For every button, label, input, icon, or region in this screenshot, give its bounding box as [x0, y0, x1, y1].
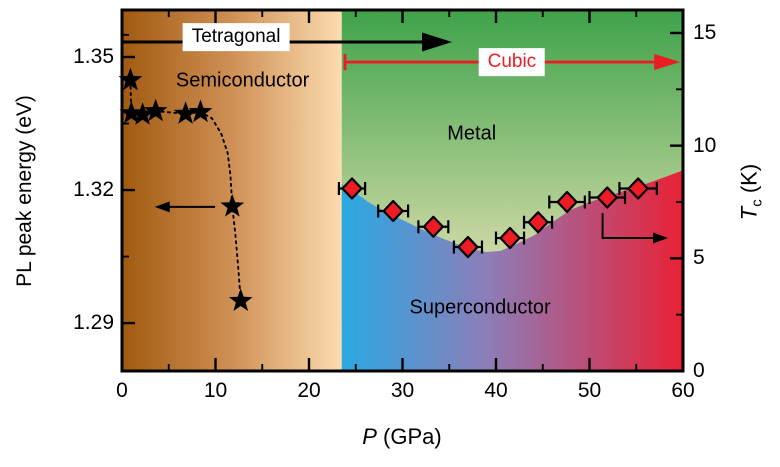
phase-regions [122, 10, 683, 371]
tc-diamond-marker [556, 190, 578, 214]
x-tick-label: 50 [577, 379, 602, 402]
pl-star-marker [130, 102, 155, 125]
right-axis-tick-label: 15 [693, 20, 717, 44]
pl-star-marker [118, 67, 143, 91]
left-axis-title: PL peak energy (eV) [13, 95, 36, 287]
tc-series [337, 177, 658, 259]
tc-diamond-marker [596, 186, 618, 209]
pl-peak-energy-series [118, 67, 253, 311]
left-axis-tick-label: 1.29 [73, 311, 114, 335]
x-tick-label: 20 [297, 379, 321, 402]
pl-star-marker [228, 288, 253, 311]
pl-star-marker [188, 99, 213, 123]
right-axis-variable: T [736, 206, 762, 221]
x-tick-label: 0 [116, 379, 128, 402]
tc-diamond-marker [527, 211, 549, 234]
tc-diamond-marker [627, 177, 649, 200]
x-tick-label: 60 [671, 379, 695, 402]
tc-diamond-marker [341, 177, 363, 200]
pl-star-marker [220, 194, 245, 217]
x-tick-label: 30 [390, 379, 415, 402]
left-axis-tick-label: 1.32 [73, 178, 114, 202]
right-axis-unit: (K) [736, 163, 762, 200]
tetragonal-phase-label: Tetragonal [182, 22, 290, 51]
x-tick-label: 40 [484, 379, 508, 402]
cubic-phase-label: Cubic [478, 48, 546, 76]
right-axis-tick-label: 10 [693, 133, 717, 157]
pl-star-marker [173, 101, 198, 124]
right-axis-tick-label: 5 [693, 246, 705, 270]
right-axis-title: Tc (K) [736, 164, 765, 220]
x-tick-label: 10 [203, 379, 228, 402]
semiconductor-region-label: Semiconductor [175, 69, 310, 92]
x-axis-title: P (GPa) [362, 424, 441, 450]
right-axis-tick-label: 0 [693, 359, 705, 382]
pl-star-marker [119, 100, 144, 124]
left-axis-tick-label: 1.35 [73, 45, 114, 68]
superconductor-dome [341, 170, 683, 371]
axes [120, 8, 685, 373]
tc-diamond-marker [422, 215, 444, 238]
tc-diamond-marker [382, 199, 404, 223]
pl-star-marker [143, 98, 168, 122]
metal-region-label: Metal [447, 122, 497, 145]
x-axis-unit: (GPa) [376, 424, 442, 449]
superconductor-region-label: Superconductor [409, 296, 551, 319]
tc-diamond-marker [457, 235, 479, 259]
x-axis-variable: P [362, 424, 377, 449]
right-axis-variable-subscript: c [748, 199, 766, 207]
tc-diamond-marker [499, 226, 521, 250]
